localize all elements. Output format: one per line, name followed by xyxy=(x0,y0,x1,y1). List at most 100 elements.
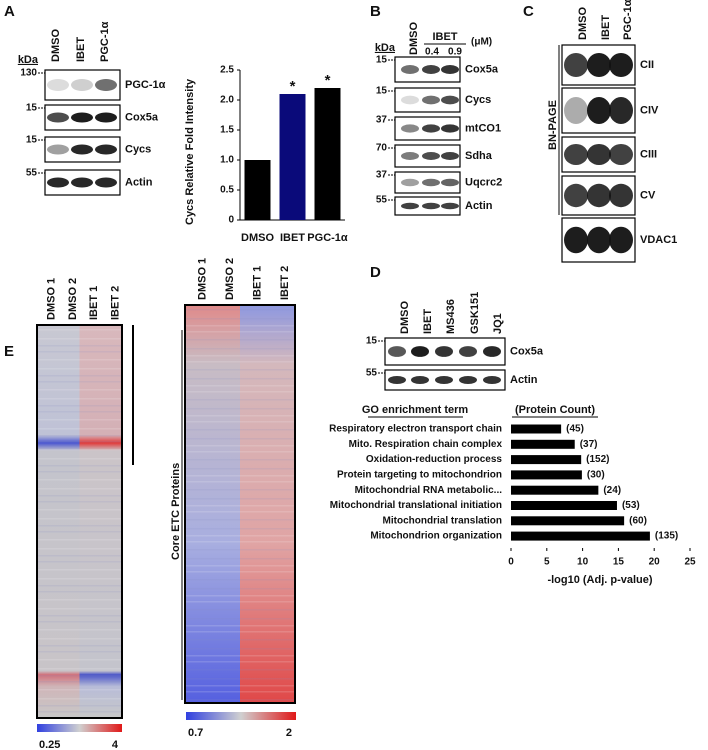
heatmap-column xyxy=(100,325,123,718)
heatmap-texture xyxy=(185,489,295,491)
band-label: Actin xyxy=(465,200,493,212)
blot-band xyxy=(587,97,611,124)
column-label: IBET 1 xyxy=(252,266,264,300)
heatmap-texture xyxy=(185,385,295,387)
heatmap-column xyxy=(79,325,102,718)
marker-label: 55 xyxy=(26,168,38,179)
bar xyxy=(511,424,562,434)
blot-band xyxy=(609,226,633,254)
heatmap-texture xyxy=(185,595,295,597)
heatmap-texture xyxy=(37,681,122,683)
lane-label: IBET xyxy=(600,15,612,40)
heatmap-texture xyxy=(37,711,122,713)
y-tick-label: 1.0 xyxy=(220,155,234,166)
blot-band xyxy=(435,346,453,357)
heatmap-texture xyxy=(37,645,122,647)
term-label: Mitochondrial translation xyxy=(383,515,502,526)
heatmap-texture xyxy=(185,451,295,453)
marker-label: 37 xyxy=(376,115,388,126)
heatmap-texture xyxy=(185,685,295,687)
lane-group: IBET xyxy=(432,31,457,43)
heatmap-texture xyxy=(185,625,295,627)
heatmap-texture xyxy=(185,378,295,380)
heatmap-texture xyxy=(37,428,122,430)
heatmap-texture xyxy=(185,609,295,611)
band-label: mtCO1 xyxy=(465,122,501,134)
heatmap-texture xyxy=(37,591,122,593)
unit-label: (μM) xyxy=(471,37,492,48)
heatmap-texture xyxy=(185,618,295,620)
band-label: Cox5a xyxy=(125,111,159,123)
blot-band xyxy=(435,376,453,384)
blot-band xyxy=(564,183,588,208)
term-label: Respiratory electron transport chain xyxy=(329,424,502,435)
blot-band xyxy=(401,202,419,210)
column-label: DMSO 2 xyxy=(67,278,79,320)
dose-label: 0.4 xyxy=(425,47,439,58)
heatmap-texture xyxy=(37,381,122,383)
column-label: IBET 2 xyxy=(109,286,121,320)
bar xyxy=(279,94,306,220)
heatmap-texture xyxy=(185,511,295,513)
heatmap-texture xyxy=(37,441,122,443)
heatmap-texture xyxy=(37,375,122,377)
heatmap-texture xyxy=(37,465,122,467)
band-label: Actin xyxy=(510,374,538,386)
blot-band xyxy=(47,144,69,155)
blot-band xyxy=(401,95,419,105)
count-label: (45) xyxy=(566,424,584,435)
heatmap-texture xyxy=(185,445,295,447)
bar xyxy=(511,470,582,480)
band-label: CV xyxy=(640,189,656,201)
heatmap-texture xyxy=(37,509,122,511)
count-label: (53) xyxy=(622,500,640,511)
bar xyxy=(511,501,617,510)
marker-label: 15 xyxy=(26,135,38,146)
heatmap-texture xyxy=(37,629,122,631)
panel-letter: D xyxy=(370,264,381,281)
column-label: DMSO 1 xyxy=(197,258,209,300)
band-label: CIII xyxy=(640,148,657,160)
blot-band xyxy=(401,124,419,133)
marker-label: 55 xyxy=(376,195,388,206)
blot-band xyxy=(422,202,440,210)
blot-band xyxy=(441,65,459,74)
term-label: Protein targeting to mitochondrion xyxy=(337,470,502,481)
heatmap-column xyxy=(185,305,213,703)
blot-band xyxy=(401,178,419,187)
y-axis-label: Cycs Relative Fold Intensity xyxy=(184,78,196,225)
blot-band xyxy=(587,144,611,165)
heatmap-texture xyxy=(185,528,295,530)
heatmap-texture xyxy=(185,438,295,440)
heatmap-texture xyxy=(37,329,122,331)
marker-label: 130 xyxy=(20,68,37,79)
heatmap-texture xyxy=(37,615,122,617)
blot-band xyxy=(441,178,459,187)
bar xyxy=(511,516,625,526)
heatmap-texture xyxy=(37,338,122,340)
blot-band xyxy=(47,79,69,91)
heatmap-texture xyxy=(185,498,295,500)
heatmap-texture xyxy=(37,621,122,623)
term-label: Mito. Respiration chain complex xyxy=(349,439,503,450)
heatmap-texture xyxy=(185,549,295,551)
term-label: Mitochondrion organization xyxy=(370,531,502,542)
blot-band xyxy=(609,97,633,124)
kda-label: kDa xyxy=(18,54,39,66)
count-label: (37) xyxy=(580,439,598,450)
bar xyxy=(314,88,341,220)
heatmap-texture xyxy=(37,359,122,361)
band-label: CII xyxy=(640,59,654,71)
lane-label: DMSO xyxy=(399,301,411,334)
x-tick-label: IBET xyxy=(280,232,305,244)
heatmap-texture xyxy=(185,391,295,393)
heatmap-texture xyxy=(185,691,295,693)
heatmap-texture xyxy=(37,675,122,677)
color-scale xyxy=(37,724,122,732)
heatmap-texture xyxy=(185,655,295,657)
heatmap-texture xyxy=(185,565,295,567)
blot-band xyxy=(587,53,611,77)
blot-band xyxy=(483,376,501,384)
heatmap-texture xyxy=(185,699,295,701)
band-label: Cycs xyxy=(465,94,491,106)
